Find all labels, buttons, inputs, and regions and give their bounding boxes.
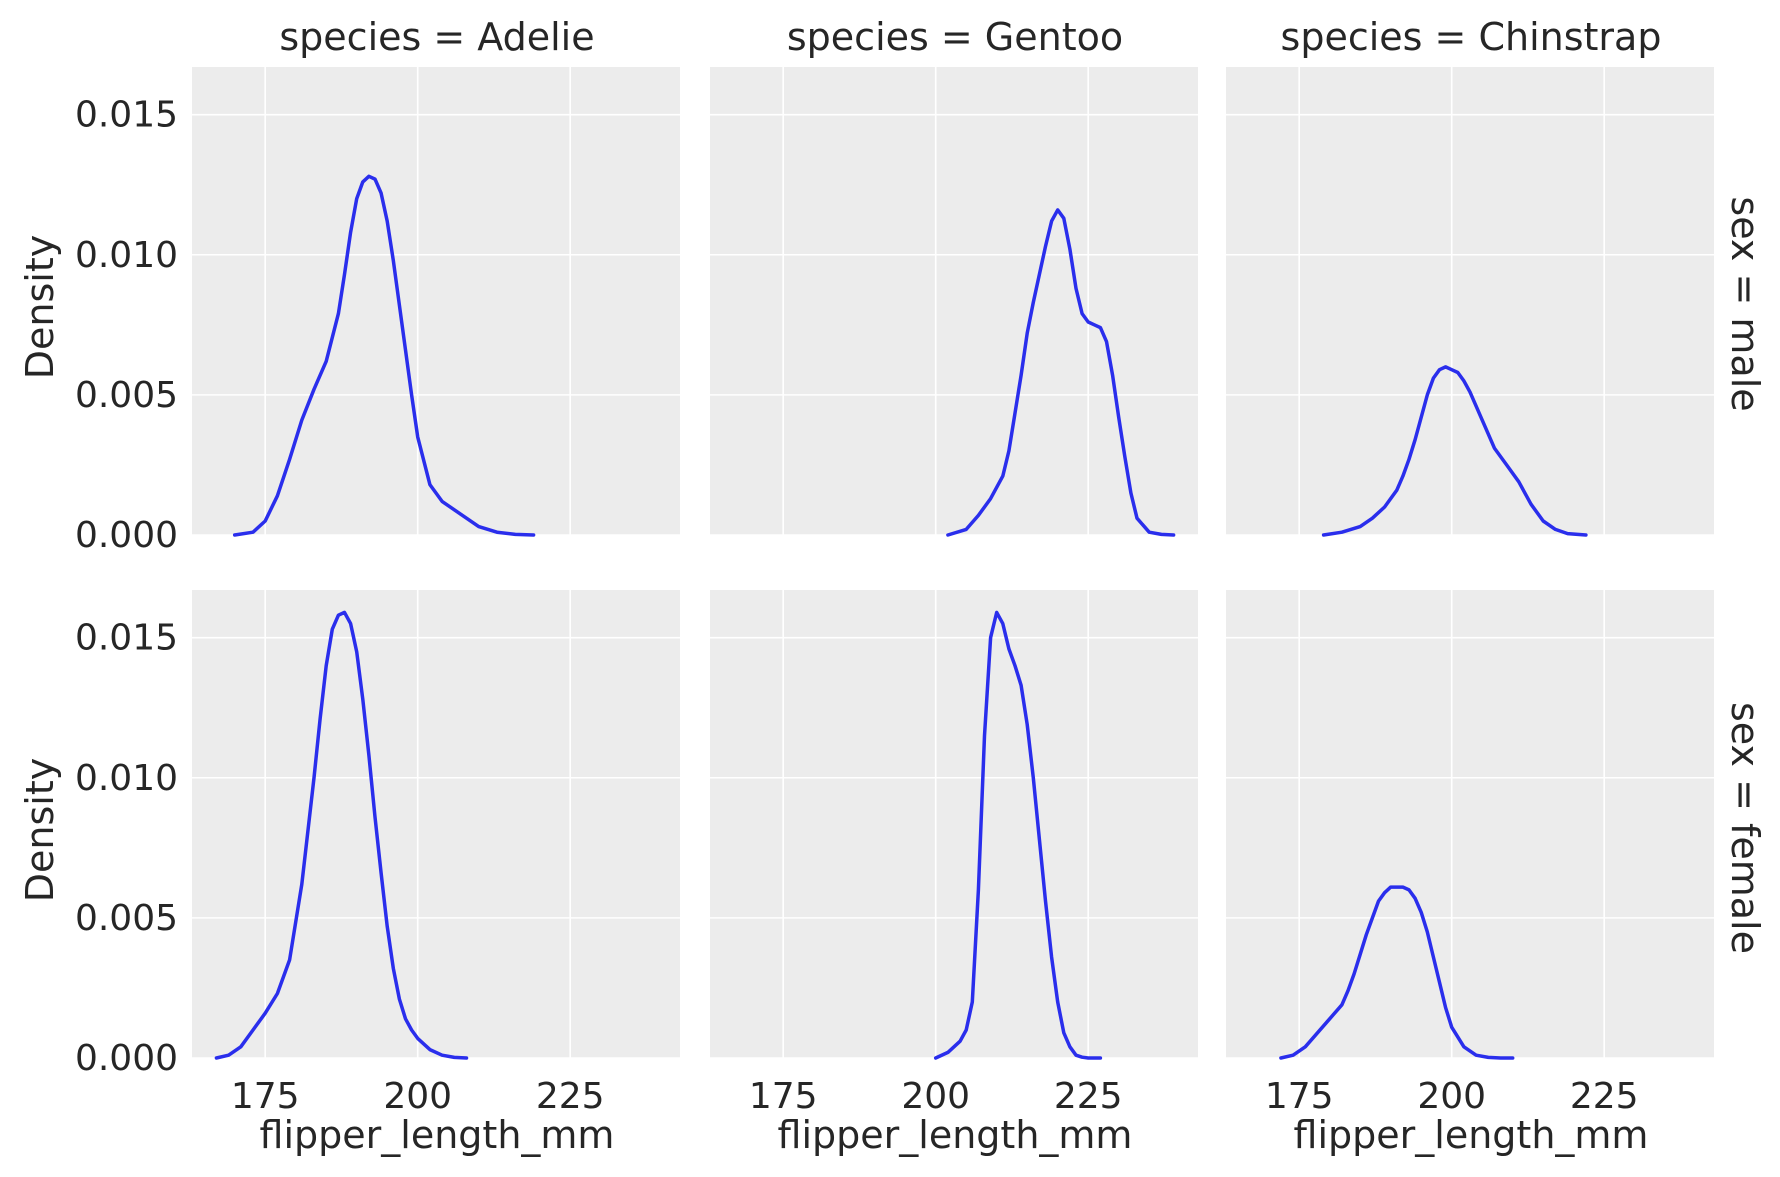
density-line [1279,885,1515,1060]
x-tick-label: 200 [383,1076,452,1117]
x-tick-label: 225 [1570,1076,1639,1117]
panel-background [1226,67,1714,535]
x-axis-label-gentoo: flipper_length_mm [778,1113,1133,1157]
panel-background [192,67,680,535]
facet-row-label-female: sex = female [1723,702,1767,954]
panel-background [710,67,1198,535]
facet-row-label-male: sex = male [1723,196,1767,411]
x-axis-label-adelie: flipper_length_mm [260,1113,615,1157]
x-tick-label: 175 [1265,1076,1334,1117]
density-line [933,610,1103,1060]
x-axis-label-chinstrap: flipper_length_mm [1294,1113,1649,1157]
x-tick-label: 175 [749,1076,818,1117]
y-axis-label-bottom: Density [18,758,62,902]
y-tick-label: 0.010 [75,758,178,799]
panel-background [1226,590,1714,1058]
facet-panel: 0.000 0.005 0.010 0.015 [75,67,680,556]
x-tick-label: 175 [231,1076,300,1117]
y-tick-label: 0.005 [75,375,178,416]
y-axis-label-top: Density [18,235,62,379]
facet-title-gentoo: species = Gentoo [787,15,1123,59]
facet-title-adelie: species = Adelie [279,15,594,59]
x-tick-label: 225 [1054,1076,1123,1117]
facet-panel [710,67,1198,537]
density-line [232,174,536,537]
facet-panel: 0.000 0.005 0.010 0.015 175 200 225 [75,590,680,1117]
y-tick-label: 0.010 [75,235,178,276]
x-tick-label: 200 [901,1076,970,1117]
facet-panel [1226,67,1714,537]
facet-panel: 175 200 225 [710,590,1198,1117]
y-tick-label: 0.005 [75,898,178,939]
panels-layer: 0.000 0.005 0.010 0.015 0.000 0.005 0.010 0.015… [75,67,1714,1117]
density-line [1321,365,1588,537]
density-line [214,610,469,1060]
x-tick-label: 225 [536,1076,605,1117]
panel-background [192,590,680,1058]
y-tick-label: 0.000 [75,1038,178,1079]
density-line [946,208,1176,537]
y-tick-label: 0.000 [75,515,178,556]
facet-title-chinstrap: species = Chinstrap [1281,15,1662,59]
y-tick-label: 0.015 [75,95,178,136]
x-tick-label: 200 [1417,1076,1486,1117]
facet-panel: 175 200 225 [1226,590,1714,1117]
panel-background [710,590,1198,1058]
y-tick-label: 0.015 [75,618,178,659]
